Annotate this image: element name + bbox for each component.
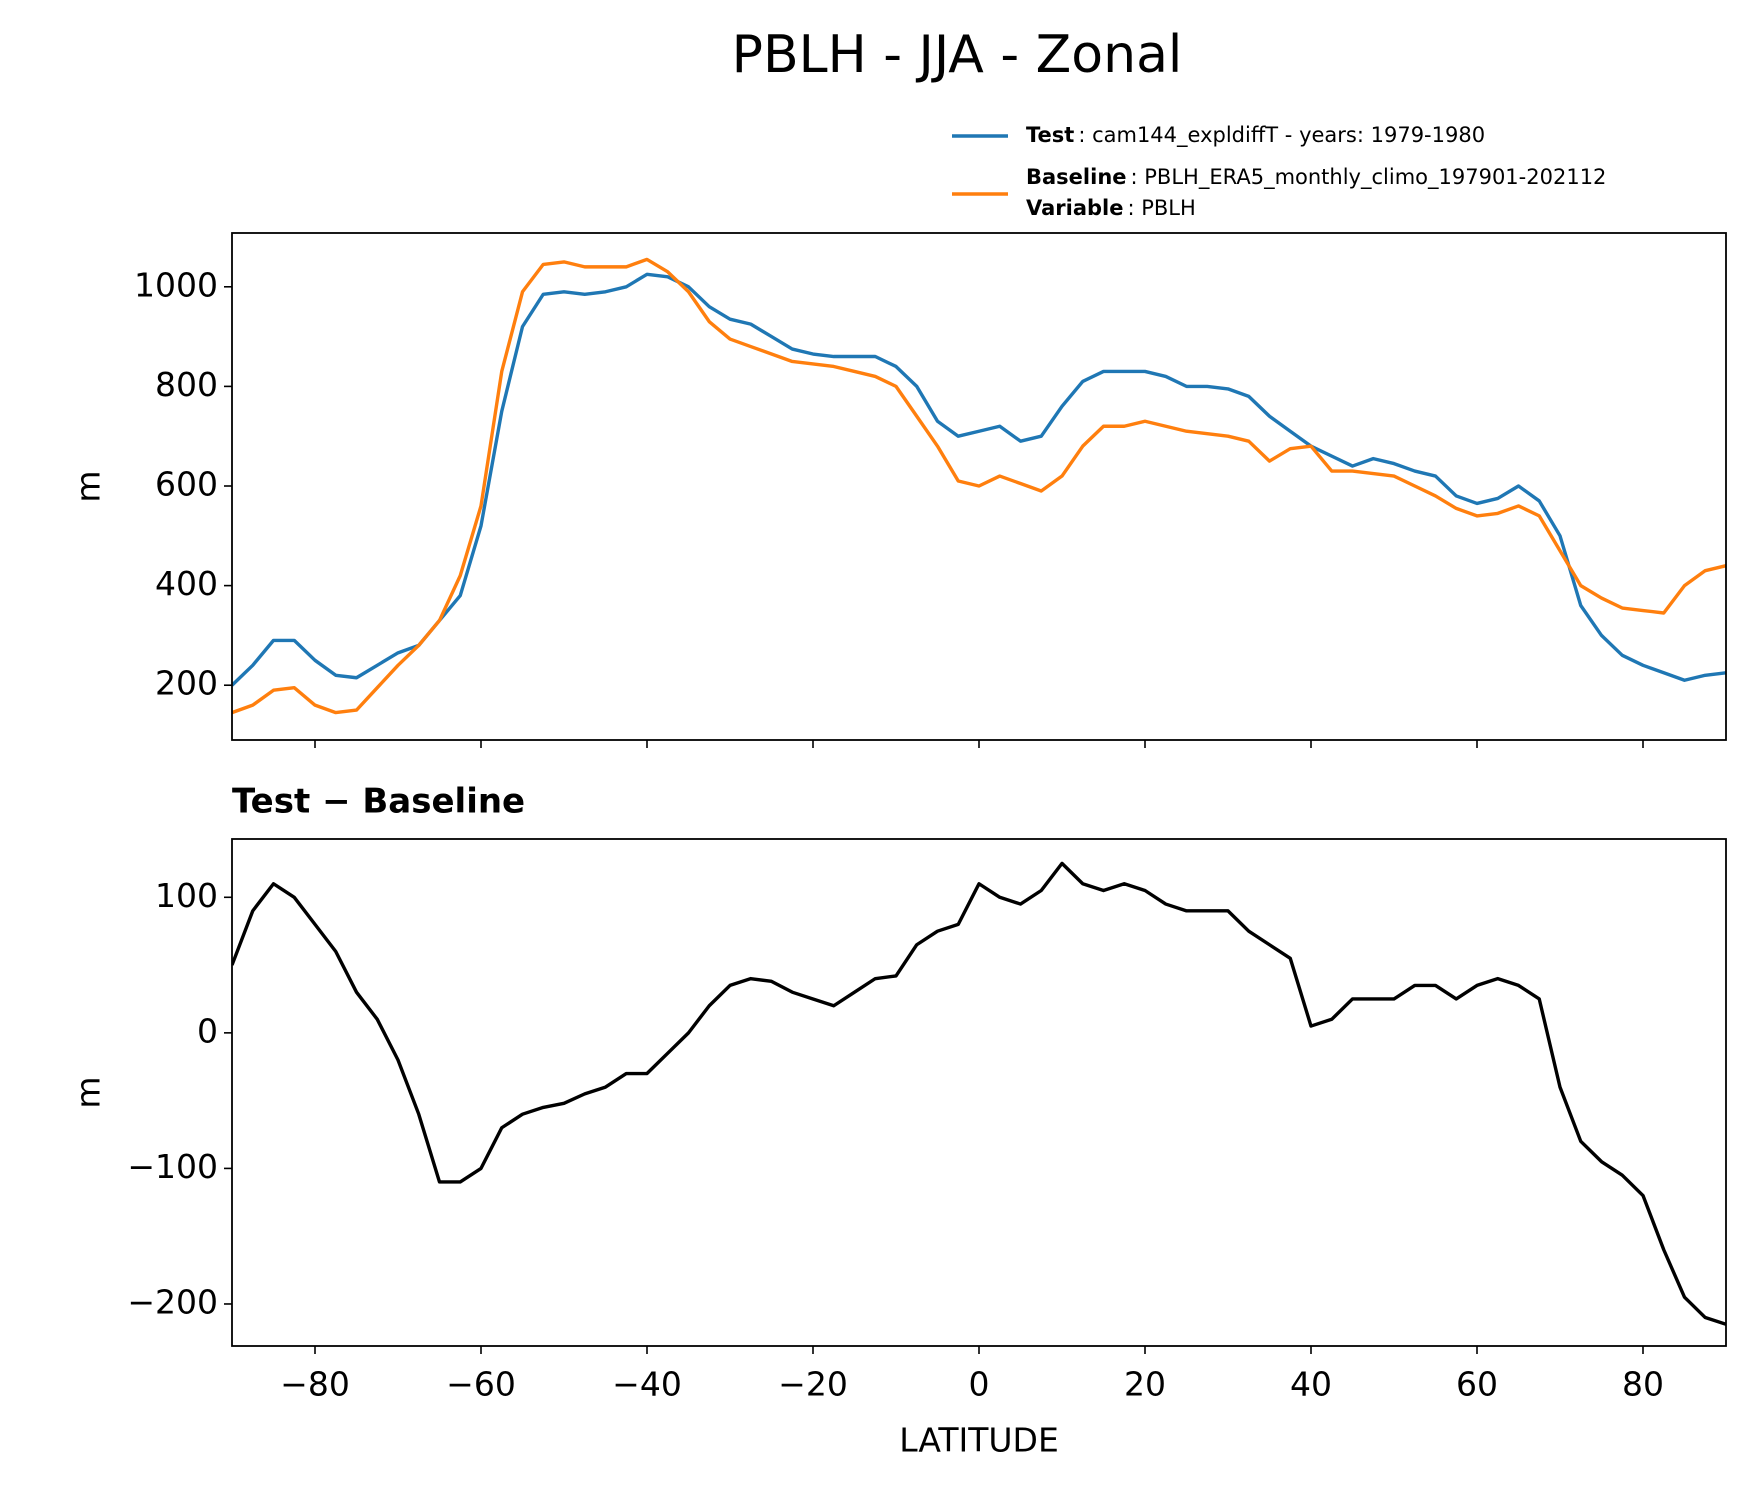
x-tick-label: 0 [969, 1365, 990, 1404]
y-tick-label: 800 [155, 365, 218, 404]
y-tick-label: 600 [155, 465, 218, 504]
x-tick-label: −80 [280, 1365, 350, 1404]
plot-area [232, 257, 1726, 715]
y-tick-label: 1000 [134, 265, 218, 304]
x-tick-label: 60 [1456, 1365, 1498, 1404]
y-axis-label: m [69, 470, 108, 502]
y-tick-label: −100 [127, 1147, 218, 1186]
x-tick-label: 40 [1290, 1365, 1332, 1404]
legend-text: : PBLH [1127, 196, 1195, 220]
legend-label: Baseline [1026, 165, 1127, 189]
x-tick-label: 20 [1124, 1365, 1166, 1404]
x-tick-label: −60 [446, 1365, 516, 1404]
legend-entry: Variable: PBLH [1026, 196, 1196, 220]
y-axis-label: m [69, 1076, 108, 1108]
y-tick-label: 100 [155, 876, 218, 915]
legend-entry: Baseline: PBLH_ERA5_monthly_climo_197901… [1026, 165, 1606, 190]
x-tick-label: −40 [612, 1365, 682, 1404]
legend-label: Test [1026, 123, 1074, 147]
axes-frame [231, 232, 1727, 741]
legend-label: Variable [1026, 196, 1123, 220]
subplot-title: Test − Baseline [232, 782, 525, 822]
y-tick-label: 400 [155, 564, 218, 603]
x-tick-label: −20 [778, 1365, 848, 1404]
chart-title: PBLH - JJA - Zonal [732, 25, 1183, 85]
y-tick-label: 0 [197, 1011, 218, 1050]
plot-area [232, 861, 1726, 1326]
legend-entry: Test: cam144_expldiffT - years: 1979-198… [1026, 123, 1485, 148]
data-line [232, 257, 1726, 715]
legend-text: : PBLH_ERA5_monthly_climo_197901-202112 [1131, 165, 1607, 190]
axes-frame [231, 838, 1727, 1347]
legend-text: : cam144_expldiffT - years: 1979-1980 [1078, 123, 1485, 148]
y-tick-label: 200 [155, 664, 218, 703]
data-line [232, 861, 1726, 1326]
y-tick-label: −200 [127, 1282, 218, 1321]
x-tick-label: 80 [1622, 1365, 1664, 1404]
data-line [232, 272, 1726, 687]
x-axis-label: LATITUDE [899, 1421, 1059, 1460]
